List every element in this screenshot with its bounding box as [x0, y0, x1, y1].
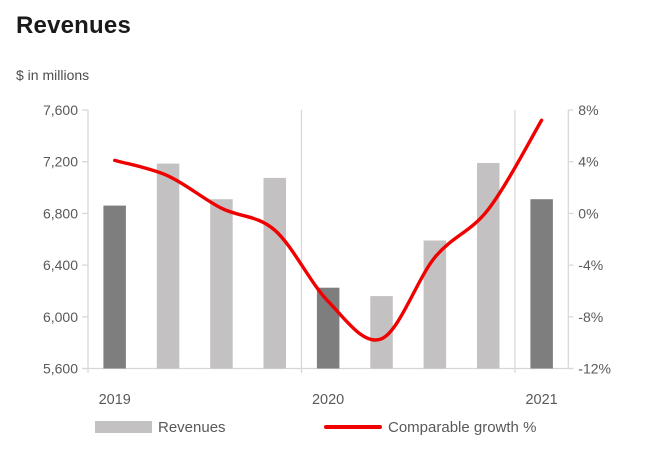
right-axis-tick-label: 0%: [578, 205, 598, 221]
growth-legend-label: Comparable growth %: [388, 418, 537, 436]
revenue-bar: [477, 163, 500, 369]
revenue-bar: [423, 240, 447, 369]
comparable-growth-line: [113, 118, 544, 342]
revenue-bar: [156, 163, 180, 369]
chart-title: Revenues: [16, 12, 131, 39]
legend-item-revenues: Revenues: [95, 418, 226, 436]
revenues-bar-swatch-icon: [95, 421, 152, 433]
growth-line-swatch-icon: [324, 425, 382, 429]
legend-item-growth: Comparable growth %: [324, 418, 537, 436]
revenue-bar: [370, 296, 393, 369]
revenue-bar-dark: [103, 205, 126, 369]
right-axis-tick-label: 8%: [578, 102, 598, 118]
right-axis-tick-label: -12%: [578, 361, 611, 377]
x-axis-year-label: 2019: [99, 392, 131, 408]
left-axis-tick-label: 6,400: [43, 257, 78, 273]
revenues-legend-label: Revenues: [158, 418, 226, 436]
right-axis-tick-label: -8%: [578, 309, 603, 325]
left-axis-tick-label: 6,800: [43, 205, 78, 221]
left-axis-tick-label: 7,600: [43, 102, 78, 118]
right-axis-tick-label: 4%: [578, 154, 598, 170]
left-axis-tick-label: 7,200: [43, 154, 78, 170]
x-axis-year-label: 2021: [525, 392, 557, 408]
revenue-bar: [210, 199, 233, 369]
left-axis-tick-label: 6,000: [43, 309, 78, 325]
x-axis-year-label: 2020: [312, 392, 344, 408]
revenue-bar-dark: [530, 199, 553, 369]
left-axis-tick-label: 5,600: [43, 361, 78, 377]
chart-subtitle: $ in millions: [16, 67, 90, 83]
revenue-bar: [263, 177, 286, 369]
right-axis-tick-label: -4%: [578, 257, 603, 273]
